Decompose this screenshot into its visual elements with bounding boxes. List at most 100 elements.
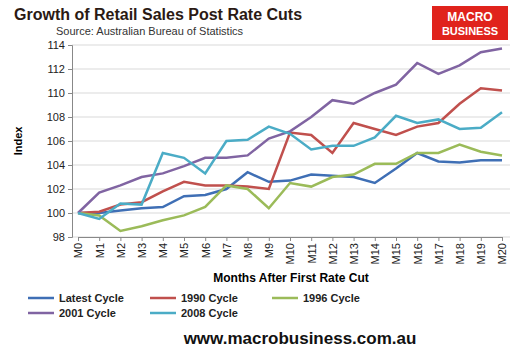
y-tick-mark [68,165,72,166]
x-axis-line [79,238,503,242]
y-tick-label: 108 [47,111,65,123]
x-tick-label: M15 [390,243,402,264]
x-tick-label: M4 [157,243,169,258]
x-tick-mark [311,237,312,241]
x-tick-mark [502,237,503,241]
x-tick: M17 [433,237,445,264]
x-tick-label: M0 [72,243,84,258]
logo-text: BUSINESS [442,25,498,37]
y-tick: 108 [47,111,72,123]
grid-line [72,213,510,214]
y-tick-mark [68,237,72,238]
x-tick: M7 [221,237,233,258]
y-tick-mark [68,141,72,142]
x-tick: M12 [327,237,339,264]
y-axis-line [68,46,73,238]
y-tick-mark [68,213,72,214]
y-axis-title: Index [12,126,24,156]
legend-label: Latest Cycle [59,292,124,304]
x-tick: M11 [306,237,318,264]
x-tick-label: M17 [433,243,445,264]
x-tick-label: M19 [475,243,487,264]
grid-line [72,165,510,166]
y-tick-mark [68,189,72,190]
y-tick-mark [68,117,72,118]
x-tick-label: M12 [327,243,339,264]
x-tick: M4 [157,237,169,258]
x-tick: M10 [284,237,296,264]
x-tick-label: M3 [136,243,148,258]
x-tick-label: M14 [369,243,381,264]
legend-label: 2008 Cycle [181,307,238,319]
legend-swatch [28,312,54,315]
x-tick-label: M18 [454,243,466,264]
x-tick: M20 [496,237,508,264]
x-axis: M0M1M2M3M4M5M6M7M8M9M10M11M12M13M14M15M1… [72,237,508,264]
x-tick-mark [226,237,227,241]
x-tick-label: M10 [284,243,296,264]
y-tick: 98 [53,231,72,243]
legend-item: Latest Cycle [28,292,124,304]
x-tick: M14 [369,237,381,264]
y-tick: 114 [47,39,72,51]
legend-swatch [28,297,54,300]
y-axis: 98100102104106108110112114 [47,39,73,243]
x-tick-label: M6 [200,243,212,258]
legend-swatch [272,297,298,300]
title: Growth of Retail Sales Post Rate Cuts [14,6,302,23]
x-tick: M16 [412,237,424,264]
x-tick: M0 [72,237,84,258]
grid-line [72,93,510,94]
x-tick-mark [290,237,291,241]
y-tick: 104 [47,159,72,171]
legend-label: 1990 Cycle [181,292,238,304]
x-tick-mark [460,237,461,241]
y-tick-label: 110 [47,87,65,99]
series-line [78,145,502,231]
x-tick-label: M8 [242,243,254,258]
y-tick-label: 100 [47,207,65,219]
x-tick-label: M16 [412,243,424,264]
series-lines [78,49,502,231]
website: www.macrobusiness.com.au [183,329,417,348]
x-tick-label: M9 [263,243,275,258]
y-tick-label: 114 [47,39,65,51]
grid-line [72,189,510,190]
x-tick-mark [417,237,418,241]
x-tick-mark [354,237,355,241]
x-tick-label: M5 [178,243,190,258]
x-tick-label: M20 [496,243,508,264]
x-tick: M3 [136,237,148,258]
x-tick-mark [248,237,249,241]
series-line [78,112,502,219]
legend-item: 1996 Cycle [272,292,360,304]
y-tick-mark [68,93,72,94]
x-tick: M19 [475,237,487,264]
y-tick-label: 104 [47,159,65,171]
x-tick-mark [184,237,185,241]
legend-swatch [150,312,176,315]
y-tick: 100 [47,207,72,219]
x-axis-title: Months After First Rate Cut [213,271,369,285]
legend-label: 2001 Cycle [59,307,116,319]
x-tick-mark [269,237,270,241]
logo-box [432,6,508,40]
x-tick-mark [332,237,333,241]
legend-item: 2008 Cycle [150,307,238,319]
x-tick: M18 [454,237,466,264]
y-tick: 110 [47,87,72,99]
x-tick-mark [142,237,143,241]
x-tick-mark [438,237,439,241]
y-tick-label: 102 [47,183,65,195]
y-tick: 102 [47,183,72,195]
grid-line [72,141,510,142]
legend-swatch [150,297,176,300]
x-tick-label: M7 [221,243,233,258]
x-tick-mark [120,237,121,241]
grid-line [72,45,510,46]
x-tick-mark [78,237,79,241]
grid [72,45,510,237]
legend-item: 1990 Cycle [150,292,238,304]
x-tick: M8 [242,237,254,258]
y-tick-label: 106 [47,135,65,147]
